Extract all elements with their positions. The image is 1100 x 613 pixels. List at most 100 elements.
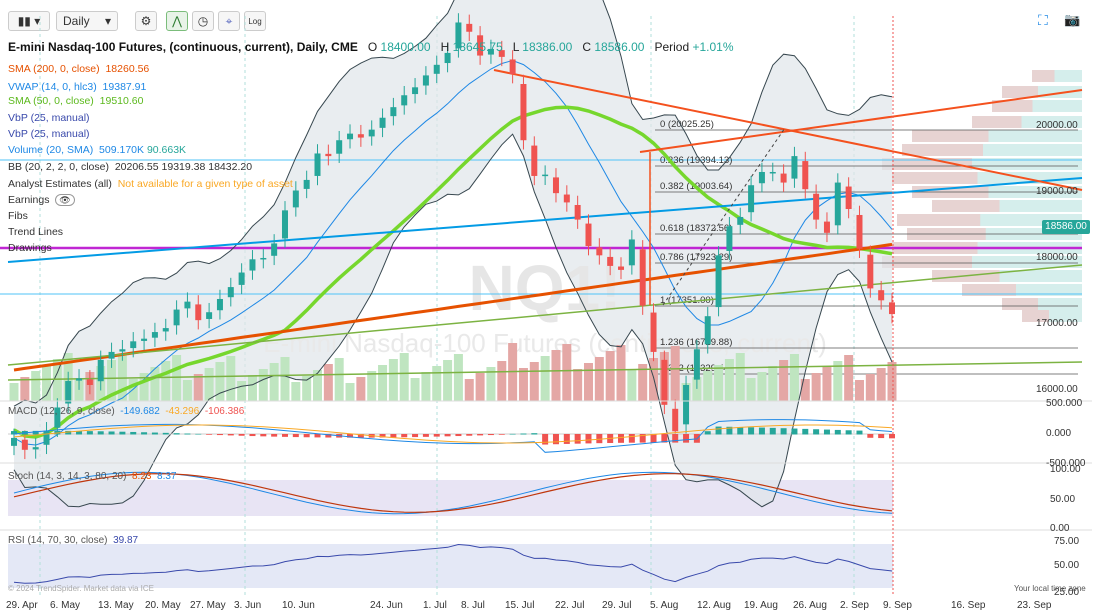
bollinger-lower xyxy=(13,133,893,508)
volume-bar xyxy=(746,378,756,401)
candle xyxy=(856,214,863,249)
candle xyxy=(43,431,50,445)
vbp-bar-sell xyxy=(962,284,1016,296)
candle xyxy=(552,177,559,194)
volume-bar xyxy=(345,383,355,401)
volume-bar xyxy=(161,361,171,401)
legend-earnings[interactable]: Earnings 👁 xyxy=(8,193,75,207)
candle xyxy=(249,259,256,271)
interval-dropdown[interactable]: Daily ▾ xyxy=(56,11,118,31)
candle xyxy=(325,153,332,157)
macd-histogram-bar xyxy=(769,427,776,435)
legend-sma50[interactable]: SMA (50, 0, close) 19510.60 xyxy=(8,94,143,108)
macd-histogram-bar xyxy=(184,433,191,435)
macd-histogram-bar xyxy=(357,434,364,438)
candle xyxy=(86,379,93,385)
period-label: Period xyxy=(654,40,690,54)
high-value: 18645.75 xyxy=(452,40,503,54)
macd-v3: -106.386 xyxy=(204,406,245,417)
local-time-label[interactable]: Your local time zone xyxy=(1014,584,1086,593)
macd-histogram-bar xyxy=(347,434,354,438)
candle xyxy=(867,254,874,289)
legend-trendlines[interactable]: Trend Lines xyxy=(8,225,63,239)
macd-histogram-bar xyxy=(780,428,787,435)
legend-volume[interactable]: Volume (20, SMA) 509.170K 90.663K xyxy=(8,143,186,157)
macd-histogram-bar xyxy=(542,434,549,445)
replay-button[interactable]: ◷ xyxy=(192,11,214,31)
volume-bar xyxy=(670,346,680,401)
macd-histogram-bar xyxy=(574,434,581,444)
legend-sma200[interactable]: SMA (200, 0, close) 18260.56 xyxy=(8,62,149,76)
time-axis-label: 23. Sep xyxy=(1017,600,1052,611)
time-axis-label: 24. Jun xyxy=(370,600,403,611)
eye-icon[interactable]: 👁 xyxy=(55,194,75,206)
drawing-icon: ⌖ xyxy=(225,13,233,28)
indicators-button[interactable]: ⋀ xyxy=(166,11,188,31)
macd-histogram-bar xyxy=(563,434,570,444)
macd-histogram-bar xyxy=(401,434,408,438)
volume-bar xyxy=(9,383,19,401)
copyright: © 2024 TrendSpider. Market data via ICE xyxy=(8,584,154,593)
macd-legend[interactable]: MACD (12, 26, 9, close) -149.682 -43.296… xyxy=(8,406,244,417)
volume-bar xyxy=(865,374,875,401)
legend-vbp-1[interactable]: VbP (25, manual) xyxy=(8,111,90,125)
sma-50-line xyxy=(13,105,893,439)
volume-bar xyxy=(443,360,453,401)
settings-button[interactable]: ⚙ xyxy=(135,11,157,31)
clock-icon: ◷ xyxy=(197,14,209,28)
legend-fibs[interactable]: Fibs xyxy=(8,209,28,223)
low-label: L xyxy=(512,40,519,54)
camera-icon[interactable]: 📷 xyxy=(1064,12,1081,27)
vbp-bar-sell xyxy=(882,158,972,170)
volume-bar xyxy=(150,367,160,401)
macd-histogram-bar xyxy=(737,427,744,435)
volume-bar xyxy=(475,373,485,401)
legend-analyst[interactable]: Analyst Estimates (all) Not available fo… xyxy=(8,177,293,191)
volume-bar xyxy=(291,382,301,401)
candle xyxy=(216,298,223,311)
volume-bar xyxy=(692,377,702,401)
bb-label: BB (20, 2, 2, 0, close) xyxy=(8,161,109,173)
fib-level-label: 1 (17351.00) xyxy=(660,295,714,306)
volume-bar xyxy=(887,362,897,401)
volume-bar xyxy=(616,345,626,401)
candle xyxy=(758,171,765,184)
candle xyxy=(65,381,72,404)
volume-bar xyxy=(605,351,615,401)
trend-line-orange-2[interactable] xyxy=(639,89,1083,153)
volume-bar xyxy=(562,344,572,401)
candle xyxy=(433,64,440,74)
fib-level-label: 0.236 (19394.13) xyxy=(660,155,732,166)
stoch-legend[interactable]: Stoch (14, 3, 14, 3, 80, 20) 8.23 8.37 xyxy=(8,471,176,482)
log-scale-button[interactable]: Log xyxy=(244,11,266,31)
trend-line-blue[interactable] xyxy=(7,177,1083,263)
candle xyxy=(11,437,17,446)
legend-drawings[interactable]: Drawings xyxy=(8,241,52,255)
trend-line-green[interactable] xyxy=(7,264,1083,366)
macd-histogram-bar xyxy=(639,434,646,443)
macd-histogram-bar xyxy=(531,433,538,435)
candle xyxy=(596,247,603,256)
legend-bb[interactable]: BB (20, 2, 2, 0, close) 20206.55 19319.3… xyxy=(8,160,252,174)
time-axis-label: 5. Aug xyxy=(650,600,678,611)
time-axis-label: 15. Jul xyxy=(505,600,534,611)
price-axis: 20000.00 19000.00 18000.00 17000.00 16000.00… xyxy=(1036,120,1086,598)
legend-vwap[interactable]: VWAP (14, 0, hlc3) 19387.91 xyxy=(8,80,146,94)
legend-vbp-2[interactable]: VbP (25, manual) xyxy=(8,127,90,141)
fullscreen-icon[interactable]: ⛶ xyxy=(1038,12,1048,28)
macd-histogram-bar xyxy=(509,433,516,435)
macd-histogram-bar xyxy=(455,434,462,437)
volume-bar xyxy=(453,354,463,401)
candle xyxy=(672,408,679,432)
time-axis-label: 22. Jul xyxy=(555,600,584,611)
candle xyxy=(607,256,614,266)
period-value: +1.01% xyxy=(692,40,734,54)
drawing-button[interactable]: ⌖ xyxy=(218,11,240,31)
macd-histogram-bar xyxy=(813,429,820,435)
trend-line-green-2[interactable] xyxy=(7,361,1083,381)
rsi-legend[interactable]: RSI (14, 70, 30, close) 39.87 xyxy=(8,535,138,546)
interval-label: Daily xyxy=(63,14,90,28)
trend-line-orange[interactable] xyxy=(493,69,1083,191)
candle xyxy=(162,328,169,332)
